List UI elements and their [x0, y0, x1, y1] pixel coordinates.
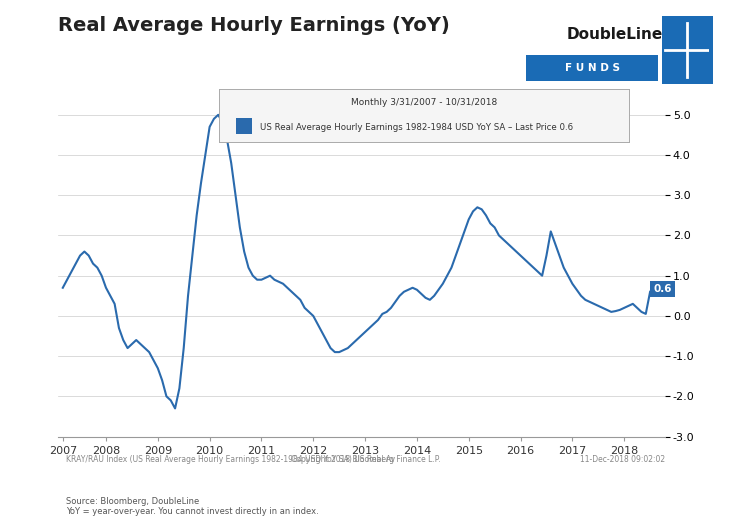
Bar — [235, 118, 252, 134]
Bar — [526, 55, 658, 81]
Text: DoubleLine: DoubleLine — [567, 27, 663, 43]
Text: F U N D S: F U N D S — [564, 63, 620, 73]
Text: Copyright 2018 Bloomberg Finance L.P.: Copyright 2018 Bloomberg Finance L.P. — [291, 455, 440, 464]
Text: 0.6: 0.6 — [653, 284, 672, 294]
Text: US Real Average Hourly Earnings 1982-1984 USD YoY SA – Last Price 0.6: US Real Average Hourly Earnings 1982-198… — [260, 123, 573, 132]
Text: Source: Bloomberg, DoubleLine
YoY = year-over-year. You cannot invest directly i: Source: Bloomberg, DoubleLine YoY = year… — [66, 497, 319, 517]
Bar — [662, 16, 713, 84]
Text: Monthly 3/31/2007 - 10/31/2018: Monthly 3/31/2007 - 10/31/2018 — [351, 98, 497, 107]
Text: Real Average Hourly Earnings (YoY): Real Average Hourly Earnings (YoY) — [58, 16, 450, 35]
Text: KRAY/RAU Index (US Real Average Hourly Earnings 1982-1984 USD YoY SA) US Real Av: KRAY/RAU Index (US Real Average Hourly E… — [66, 455, 395, 464]
Text: 11-Dec-2018 09:02:02: 11-Dec-2018 09:02:02 — [580, 455, 665, 464]
